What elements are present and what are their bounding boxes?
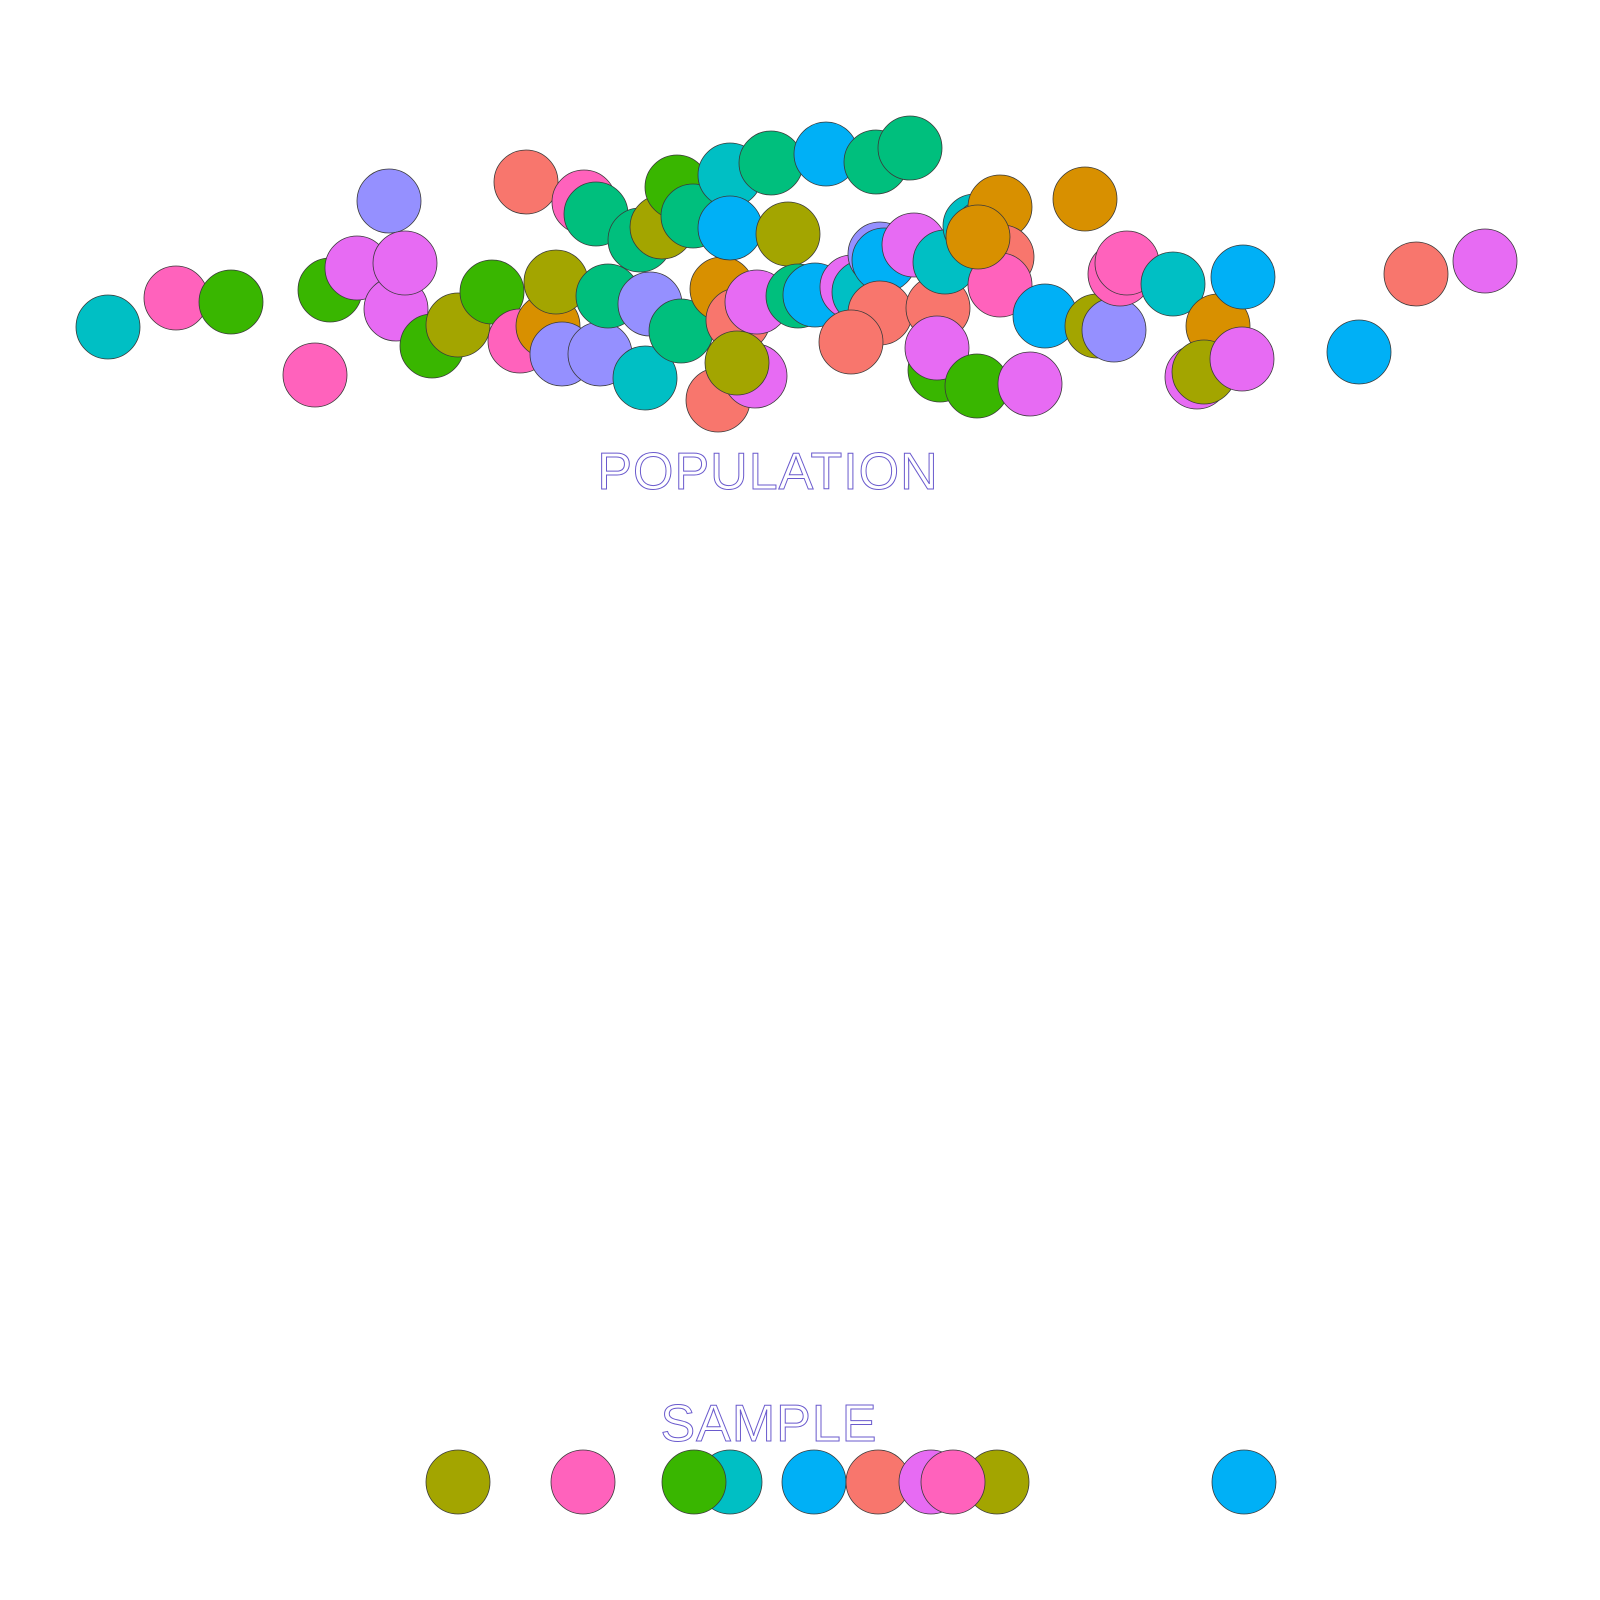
sample-dot xyxy=(781,1449,847,1515)
population-dot xyxy=(697,195,763,261)
sample-dot xyxy=(550,1449,616,1515)
population-dot xyxy=(755,201,821,267)
population-dot xyxy=(1210,244,1276,310)
population-dot xyxy=(459,259,525,325)
population-label: POPULATION xyxy=(597,443,938,501)
population-dot xyxy=(1052,166,1118,232)
population-dot xyxy=(1081,297,1147,363)
population-dot xyxy=(945,204,1011,270)
population-dot xyxy=(282,342,348,408)
population-dot xyxy=(1326,319,1392,385)
population-dot xyxy=(356,168,422,234)
population-dot xyxy=(877,115,943,181)
population-dot xyxy=(493,149,559,215)
sample-dot xyxy=(1211,1449,1277,1515)
sample-dot xyxy=(920,1449,986,1515)
population-dot xyxy=(1452,228,1518,294)
population-dot xyxy=(1209,326,1275,392)
population-dot xyxy=(143,265,209,331)
population-dot xyxy=(372,230,438,296)
population-dot xyxy=(704,330,770,396)
population-dot xyxy=(75,294,141,360)
population-dot xyxy=(818,309,884,375)
population-dot xyxy=(198,269,264,335)
population-dot xyxy=(1383,241,1449,307)
sample-label: SAMPLE xyxy=(661,1395,878,1453)
population-dot xyxy=(738,130,804,196)
sample-dot xyxy=(425,1449,491,1515)
population-dot xyxy=(997,351,1063,417)
sample-dots xyxy=(425,1449,1277,1515)
population-dot xyxy=(904,315,970,381)
population-dot xyxy=(612,345,678,411)
sample-dot xyxy=(661,1449,727,1515)
population-dot xyxy=(1140,251,1206,317)
population-dots xyxy=(75,115,1518,433)
